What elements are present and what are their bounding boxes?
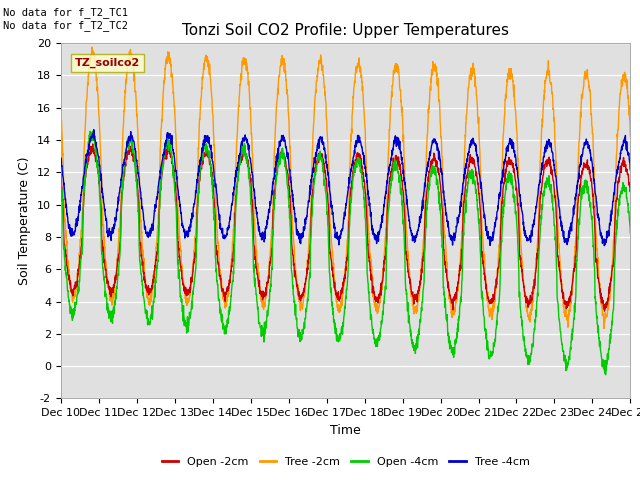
Legend: Open -2cm, Tree -2cm, Open -4cm, Tree -4cm: Open -2cm, Tree -2cm, Open -4cm, Tree -4… bbox=[157, 452, 534, 471]
Title: Tonzi Soil CO2 Profile: Upper Temperatures: Tonzi Soil CO2 Profile: Upper Temperatur… bbox=[182, 23, 509, 38]
X-axis label: Time: Time bbox=[330, 424, 361, 437]
Y-axis label: Soil Temperature (C): Soil Temperature (C) bbox=[19, 156, 31, 285]
Text: No data for f_T2_TC1
No data for f_T2_TC2: No data for f_T2_TC1 No data for f_T2_TC… bbox=[3, 7, 128, 31]
